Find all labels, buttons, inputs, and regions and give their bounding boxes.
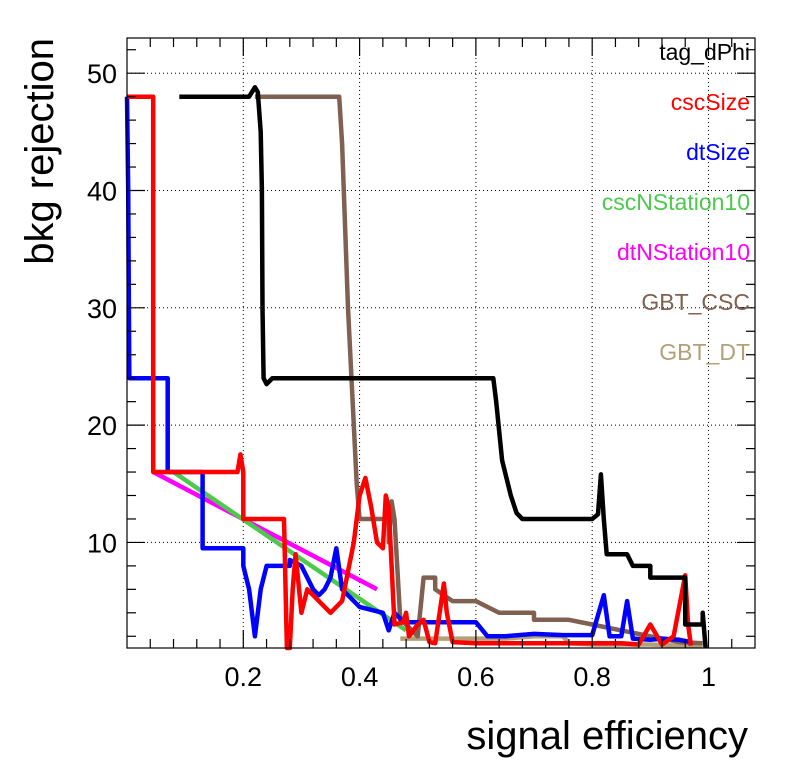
series-cscsize: [127, 94, 694, 651]
series-gbt-csc: [254, 94, 703, 646]
grid: [127, 38, 755, 648]
x-tick-label: 0.4: [341, 662, 379, 692]
x-tick-label: 1: [701, 662, 716, 692]
legend-entry-tag-dphi: tag_dPhi: [659, 39, 750, 65]
series-cscnstation10: [172, 470, 408, 633]
series-lines: [124, 85, 708, 651]
plot-frame: [126, 37, 756, 649]
tick-labels: 0.2 0.4 0.6 0.8 1 10 20 30 40 50: [87, 59, 716, 692]
legend-entry-gbt-dt: GBT_DT: [659, 339, 750, 365]
x-tick-label: 0.6: [457, 662, 495, 692]
y-tick-label: 20: [87, 411, 117, 441]
x-tick-label: 0.8: [573, 662, 611, 692]
legend: tag_dPhi cscSize dtSize cscNStation10 dtNSta…: [602, 39, 750, 365]
x-tick-label: 0.2: [225, 662, 263, 692]
y-tick-label: 30: [87, 294, 117, 324]
axis-ticks: [127, 38, 755, 648]
legend-entry-dtsize: dtSize: [686, 139, 750, 165]
y-axis-title: bkg rejection: [18, 38, 62, 265]
y-tick-label: 50: [87, 59, 117, 89]
series-tag-dphi: [179, 85, 708, 649]
series-gbt-dt: [400, 634, 703, 648]
y-tick-label: 40: [87, 177, 117, 207]
x-axis-title: signal efficiency: [466, 714, 748, 758]
legend-entry-cscsize: cscSize: [671, 89, 750, 115]
legend-entry-cscnstation10: cscNStation10: [602, 189, 750, 215]
legend-entry-gbt-csc: GBT_CSC: [641, 289, 750, 315]
y-tick-label: 10: [87, 528, 117, 558]
series-dtsize: [124, 96, 692, 645]
legend-entry-dtnstation10: dtNStation10: [617, 239, 750, 265]
